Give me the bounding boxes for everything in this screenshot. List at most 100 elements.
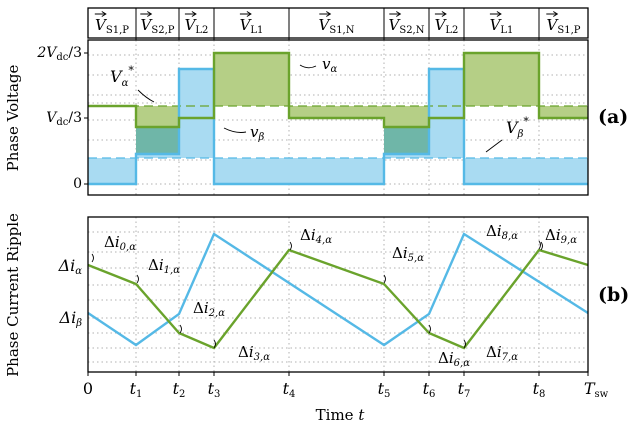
point-marker	[383, 274, 386, 284]
header-vector-s1-p: VS1,P	[94, 11, 129, 36]
vb-error-area	[179, 69, 214, 158]
xtick-label: t3	[208, 379, 221, 400]
delta-ia-0-label: Δi0,α	[104, 233, 136, 253]
panel-a-tag: (a)	[598, 106, 628, 128]
header-vector-label: VS2,P	[141, 16, 175, 36]
delta-ia-1-label: Δi1,α	[148, 256, 180, 276]
delta-ia-4-label: Δi4,α	[300, 226, 332, 246]
header-vector-s1-n: VS1,N	[319, 11, 355, 36]
panel-b-frame	[87, 216, 589, 373]
vector-arrow-head	[441, 11, 447, 17]
point-marker	[213, 339, 216, 349]
va-error-area	[464, 53, 539, 106]
ytick-label: 0	[73, 176, 82, 192]
point-marker	[538, 240, 541, 250]
header-vector-label: VL1	[490, 16, 514, 36]
overlap-area	[384, 127, 429, 154]
delta-ia-5-label: Δi5,α	[392, 244, 424, 264]
header-vector-s1-p: VS1,P	[546, 11, 581, 36]
vb-ref-label: Vβ*	[506, 115, 529, 140]
header-vector-label: VL2	[435, 16, 459, 36]
delta-ib-ylabel: Δiβ	[59, 308, 83, 329]
vb-error-area	[384, 154, 429, 158]
vector-arrow-head	[553, 11, 559, 17]
vb-error-area	[539, 158, 588, 184]
header-vector-l1: VL1	[240, 11, 264, 36]
vb-leader	[223, 127, 247, 133]
vector-arrow-head	[147, 11, 153, 17]
header-vector-label: VS1,P	[95, 16, 129, 36]
va-ref-leader	[137, 89, 155, 103]
va-leader	[299, 64, 317, 69]
panel-a-ylabel: Phase Voltage	[4, 64, 22, 171]
vector-arrow-head	[496, 11, 502, 17]
vector-arrow-head	[326, 11, 332, 17]
delta-ia-3-label: Δi3,α	[238, 343, 270, 363]
va-step-line	[88, 51, 588, 129]
vb-error-area	[289, 158, 384, 184]
panel-b-current-ripple: Δiα Δiβ Phase Current Ripple (b) Δi0,α Δi1…	[4, 213, 629, 377]
va-error-area	[384, 106, 429, 127]
header-vector-l2: VL2	[435, 11, 459, 36]
time-axis: 0 t1 t2 t3 t4 t5 t6 t7 t8 Tsw Time t	[83, 372, 609, 424]
overlap-area	[136, 127, 179, 154]
header-vector-label: VL1	[240, 16, 264, 36]
delta-ia-8-label: Δi8,α	[486, 222, 518, 242]
header-vector-label: VS2,N	[389, 16, 425, 36]
header-vector-label: VS1,P	[547, 16, 581, 36]
va-ref-label: Vα*	[110, 64, 134, 89]
vector-arrow-head	[191, 11, 197, 17]
header-vector-s2-p: VS2,P	[140, 11, 175, 36]
vb-error-area	[429, 69, 464, 158]
delta-ia-7-label: Δi7,α	[486, 343, 518, 363]
vector-sequence-header: VS1,P VS2,P VL2 VL1 VS1,N VS2,N VL2 VL1 VS1,P	[87, 7, 589, 40]
xtick-label: 0	[83, 379, 93, 398]
panel-a-phase-voltage: 2Vdc/3 Vdc/3 0 Phase Voltage (a) vα vβ Vα* Vβ…	[4, 39, 628, 196]
xtick-label: t5	[378, 379, 391, 400]
point-marker	[289, 241, 292, 251]
panel-b-tag: (b)	[598, 284, 629, 306]
va-error-area	[289, 106, 384, 118]
vb-error-area	[464, 158, 539, 184]
point-marker	[463, 339, 466, 349]
vb-ref-leader	[485, 139, 503, 153]
vb-error-area	[88, 158, 136, 184]
point-marker	[179, 324, 182, 334]
xtick-label: t2	[173, 379, 186, 400]
vb-step-line	[88, 67, 588, 186]
delta-ia-ylabel: Δiα	[58, 256, 83, 277]
ytick-label: Vdc/3	[46, 110, 82, 128]
xtick-label: t8	[533, 379, 546, 400]
va-error-area	[539, 106, 588, 118]
ib-ripple-line	[87, 232, 589, 347]
ytick-label: 2Vdc/3	[36, 45, 82, 63]
vb-error-area	[136, 154, 179, 158]
panel-b-ylabel: Phase Current Ripple	[4, 213, 22, 377]
xtick-label: t1	[130, 379, 143, 400]
vb-label: vβ	[250, 123, 264, 143]
va-label: vα	[322, 55, 337, 75]
header-vector-l1: VL1	[490, 11, 514, 36]
header-vector-s2-n: VS2,N	[389, 11, 425, 36]
va-error-area	[136, 106, 179, 127]
xtick-label: t7	[458, 379, 471, 400]
delta-ia-2-label: Δi2,α	[193, 299, 225, 319]
header-vector-label: VS1,N	[319, 16, 355, 36]
delta-ia-9-label: Δi9,α	[545, 226, 577, 246]
vector-arrow-head	[246, 11, 252, 17]
ia-ripple-line	[87, 248, 589, 350]
vector-arrow-head	[396, 11, 402, 17]
point-marker	[91, 253, 94, 263]
xtick-label: t6	[423, 379, 436, 400]
xtick-label: t4	[283, 379, 296, 400]
delta-ia-6-label: Δi6,α	[438, 349, 470, 369]
vector-arrow-head	[101, 11, 107, 17]
header-vector-l2: VL2	[185, 11, 209, 36]
header-vector-label: VL2	[185, 16, 209, 36]
vb-error-area	[214, 158, 289, 184]
xtick-label: Tsw	[584, 379, 609, 400]
xaxis-label: Time t	[316, 406, 366, 424]
point-marker	[428, 324, 431, 334]
point-marker	[540, 241, 543, 251]
